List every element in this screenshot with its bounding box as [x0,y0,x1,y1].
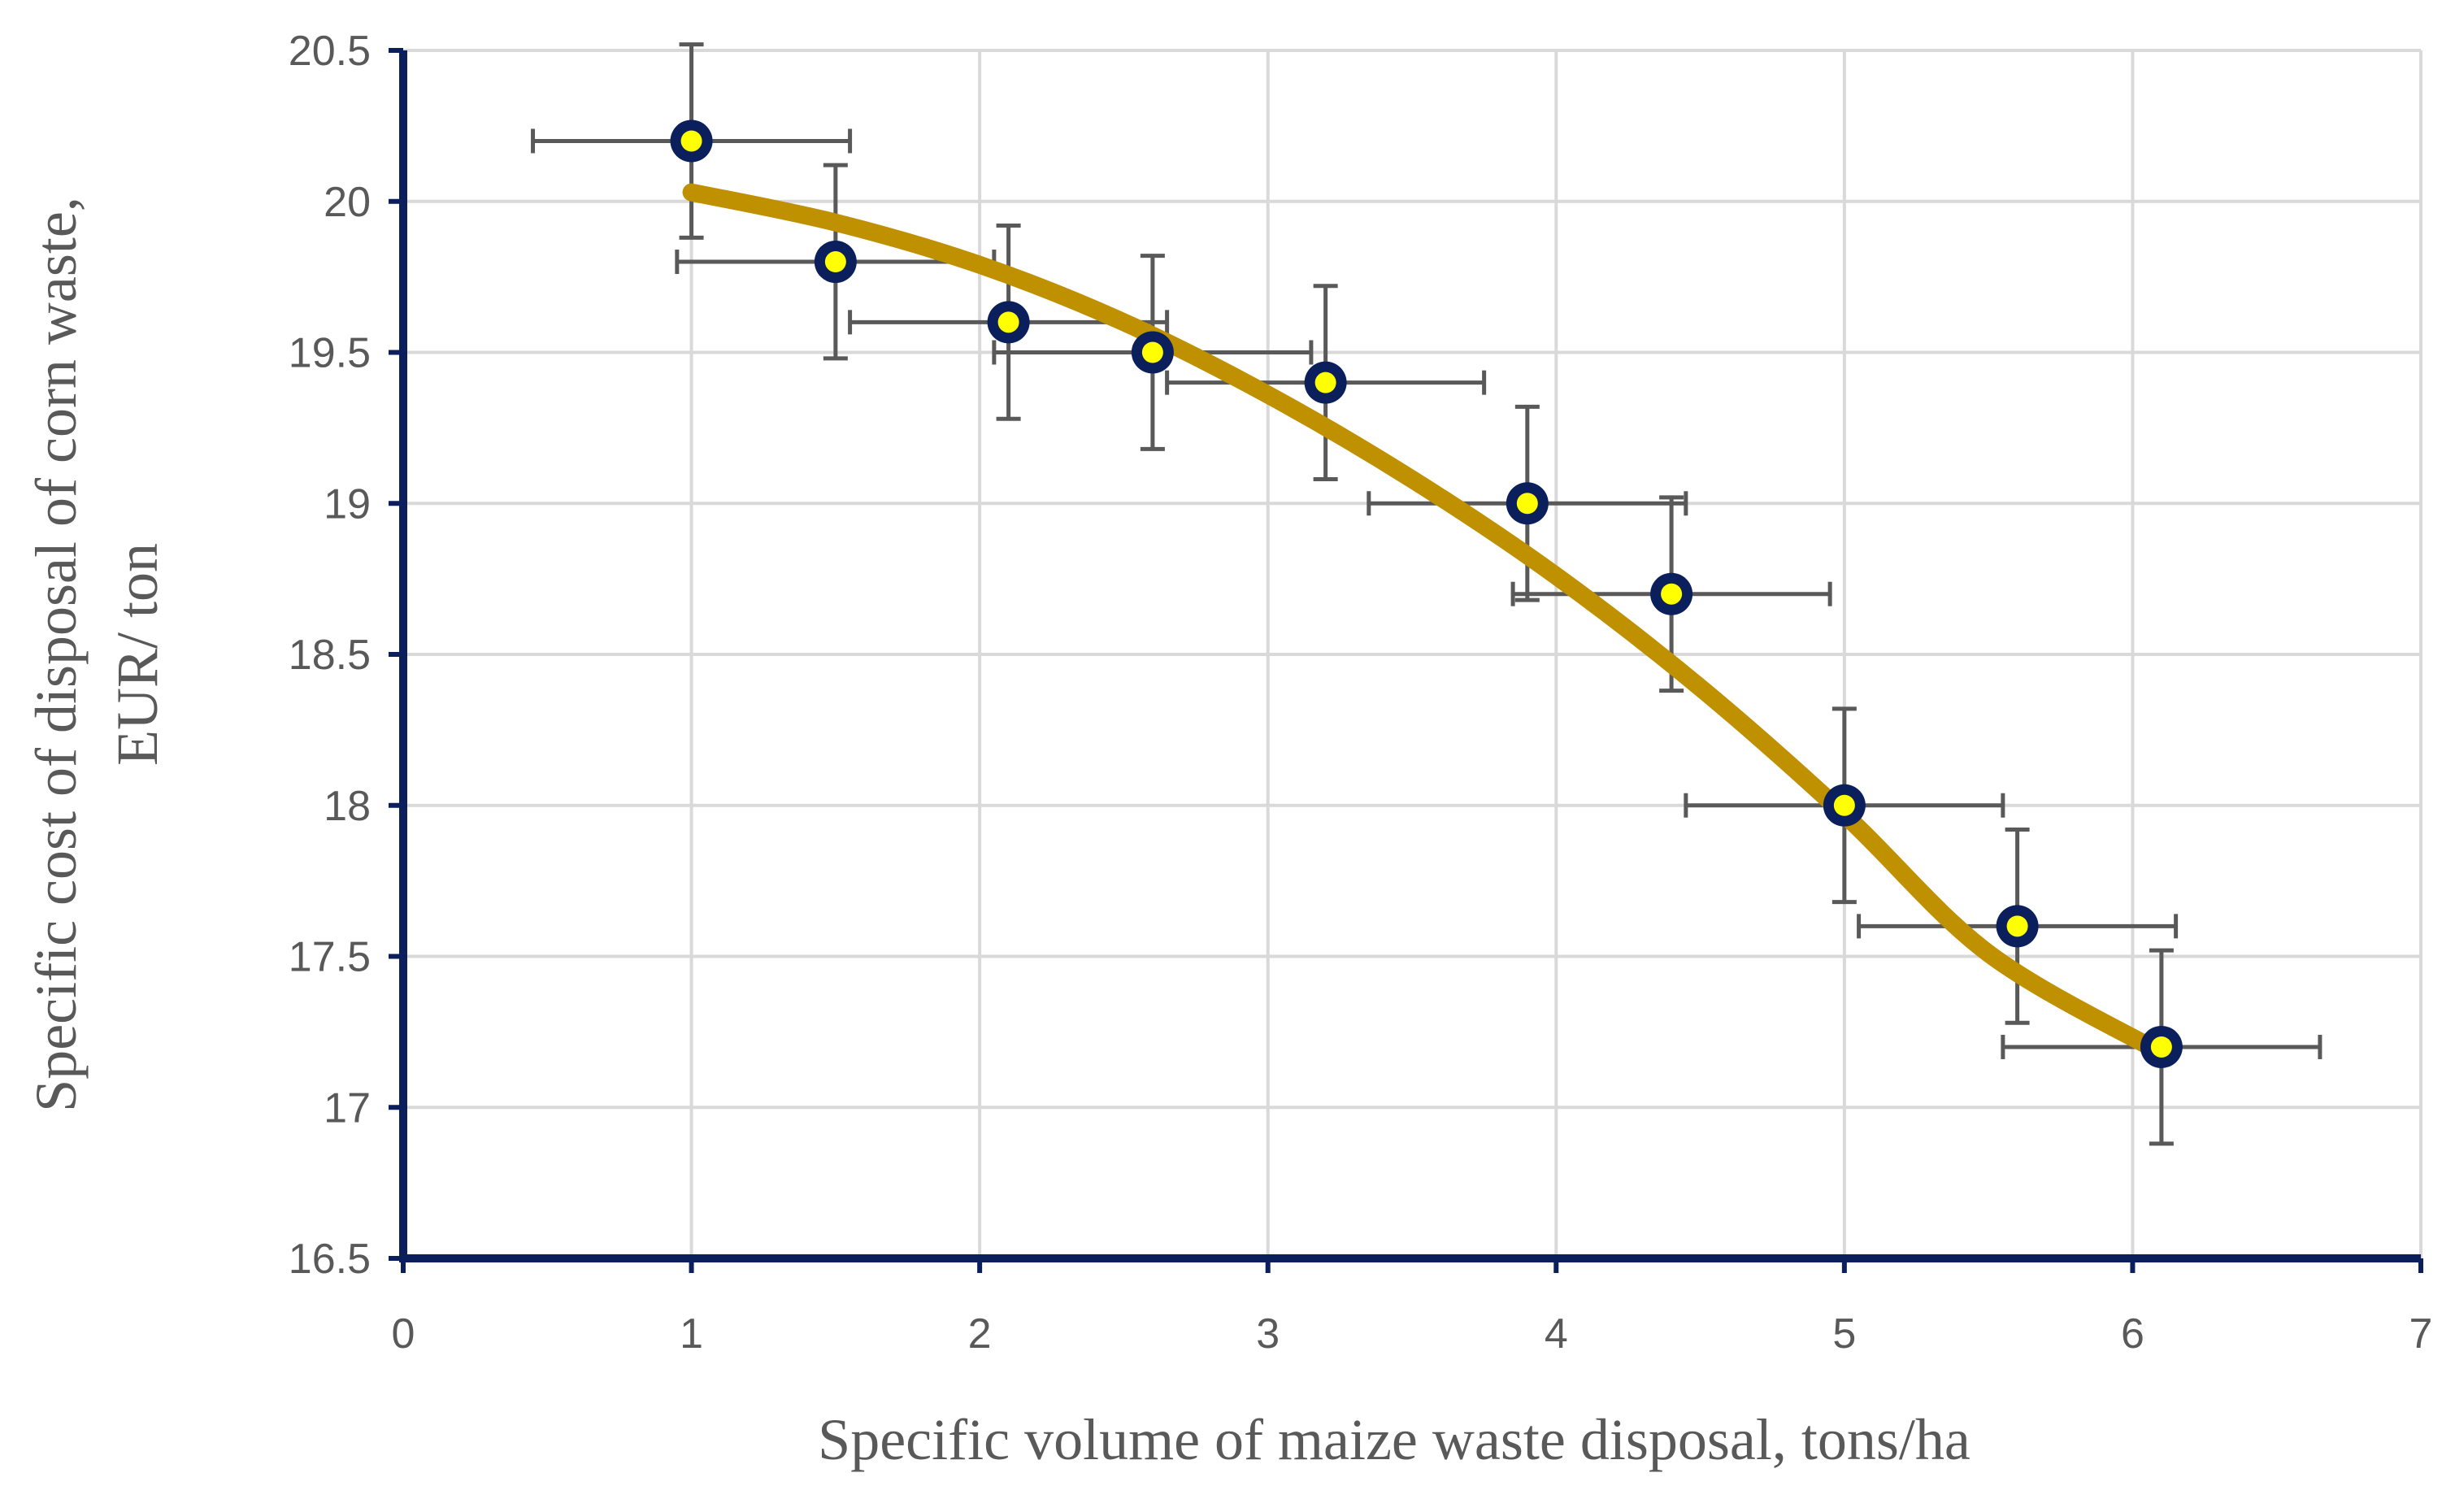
x-tick-label: 2 [968,1310,992,1358]
trend-layer [682,183,2170,1062]
x-tick-label: 7 [2409,1310,2433,1358]
data-point [670,119,713,163]
x-tick-label: 1 [680,1310,703,1358]
x-tick-label: 3 [1256,1310,1280,1358]
y-tick-label: 18.5 [289,632,371,679]
tick-label-layer: 0 1 2 3 4 5 6 7 16.5 17 17.5 18 18.5 19 19.5 20 20.5 [289,28,2433,1358]
marker-layer [670,119,2183,1068]
data-point-fill [2006,915,2028,937]
data-point [1131,331,1174,374]
data-point-fill [1833,794,1855,816]
data-point [814,241,857,284]
y-axis-title-line2: EUR/ ton [105,543,170,766]
data-point-fill [824,251,846,273]
x-tick-label: 4 [1545,1310,1568,1358]
grid-layer [403,49,2422,1258]
x-tick-label: 6 [2121,1310,2144,1358]
data-point [987,301,1030,344]
axis-layer [389,48,2423,1273]
data-point-fill [1314,371,1336,393]
data-point-fill [2150,1036,2172,1058]
x-tick-label: 5 [1832,1310,1856,1358]
y-tick-label: 20.5 [289,28,371,75]
x-tick-label: 0 [392,1310,415,1358]
data-point [1650,572,1693,615]
data-point [1823,784,1866,827]
y-tick-label: 16.5 [289,1236,371,1283]
y-tick-label: 18 [324,783,371,830]
y-axis-title-line1: Specific cost of disposal of corn waste, [24,197,89,1112]
trend-line [682,183,2170,1062]
y-tick-label: 20 [324,179,371,226]
data-point [1506,482,1549,525]
y-tick-label: 19.5 [289,330,371,377]
y-tick-label: 17 [324,1084,371,1132]
y-tick-label: 17.5 [289,934,371,981]
data-point [2140,1025,2183,1068]
data-point-fill [1516,493,1538,515]
data-point-fill [680,130,702,152]
data-point [1996,905,2039,948]
x-axis-title: Specific volume of maize waste disposal,… [818,1407,1971,1472]
data-point-fill [997,311,1019,333]
data-point-fill [1141,341,1163,363]
data-point [1304,361,1347,404]
data-point-fill [1661,583,1683,605]
y-tick-label: 19 [324,480,371,528]
